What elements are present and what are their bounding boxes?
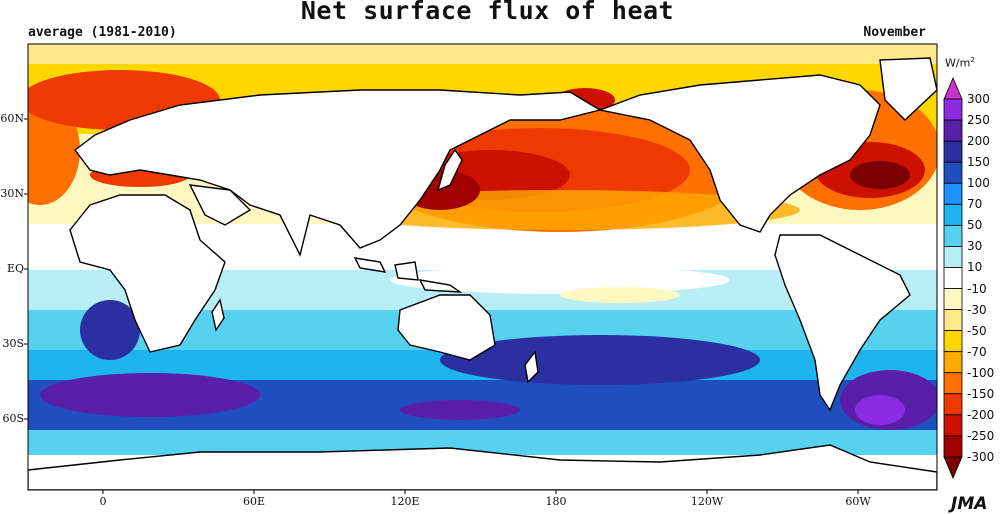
legend-tick-label: -10 xyxy=(967,281,987,296)
legend-tick-label: -100 xyxy=(967,365,995,380)
legend-swatch xyxy=(943,330,963,353)
lat-label-eq: EQ xyxy=(6,262,24,275)
lon-label-60e: 60E xyxy=(242,495,266,508)
legend-swatch xyxy=(943,414,963,437)
legend-swatch xyxy=(943,140,963,163)
period-label: average (1981-2010) xyxy=(28,25,177,40)
legend-tick-label: 250 xyxy=(967,113,990,128)
legend-swatch xyxy=(943,119,963,142)
map-frame xyxy=(27,43,938,491)
lat-label-30n: 30N xyxy=(0,187,24,200)
legend-swatch xyxy=(943,393,963,416)
legend-tick-label: 100 xyxy=(967,176,990,191)
coastlines xyxy=(28,57,937,490)
legend-swatch xyxy=(943,246,963,268)
lon-label-60w: 60W xyxy=(845,495,871,508)
lat-label-60n: 60N xyxy=(0,112,24,125)
legend-swatch xyxy=(943,182,963,205)
legend-swatch xyxy=(943,288,963,310)
lon-label-120w: 120W xyxy=(690,495,724,508)
legend-swatch xyxy=(943,351,963,374)
legend-tick-label: 30 xyxy=(967,239,983,254)
legend-tick-label: -250 xyxy=(967,428,995,443)
legend-swatch xyxy=(943,161,963,184)
lat-ticks xyxy=(24,118,28,420)
legend-swatch xyxy=(943,98,963,121)
legend-swatch xyxy=(943,456,963,480)
legend-unit-sup: 2 xyxy=(970,56,975,64)
legend-tick-label: 200 xyxy=(967,134,990,149)
lat-label-60s: 60S xyxy=(2,412,24,425)
legend-tick-label: -300 xyxy=(967,449,995,464)
legend-tick-label: -50 xyxy=(967,323,987,338)
legend-swatch xyxy=(943,435,963,458)
lon-ticks xyxy=(102,490,859,494)
lon-label-180: 180 xyxy=(545,495,567,508)
legend-swatch xyxy=(943,76,963,100)
legend-tick-label: 50 xyxy=(967,218,983,233)
legend-swatch xyxy=(943,203,963,226)
legend-swatch xyxy=(943,372,963,395)
map-field xyxy=(28,44,937,490)
lon-label-120e: 120E xyxy=(390,495,420,508)
credit-label: JMA xyxy=(951,494,988,514)
legend-tick-label: 300 xyxy=(967,92,990,107)
lat-label-30s: 30S xyxy=(2,337,24,350)
month-label: November xyxy=(863,25,926,40)
legend-unit-text: W/m xyxy=(945,56,971,70)
legend-tick-label: -70 xyxy=(967,344,987,359)
legend-swatch xyxy=(943,267,963,289)
legend-swatch xyxy=(943,309,963,332)
map-title: Net surface flux of heat xyxy=(300,0,675,25)
legend-unit: W/m2 xyxy=(945,56,975,70)
legend-swatch xyxy=(943,224,963,247)
lon-label-0: 0 xyxy=(99,495,107,508)
legend-tick-label: -200 xyxy=(967,407,995,422)
legend-tick-label: -30 xyxy=(967,302,987,317)
legend-tick-label: 10 xyxy=(967,260,983,275)
legend-tick-label: 150 xyxy=(967,155,990,170)
legend-tick-label: 70 xyxy=(967,197,983,212)
legend-tick-label: -150 xyxy=(967,386,995,401)
